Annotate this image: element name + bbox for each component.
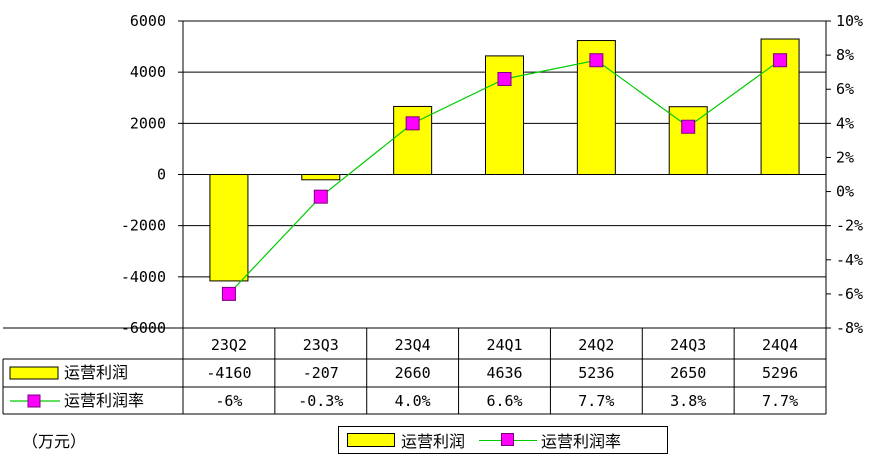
line-marker: [221, 286, 236, 301]
row-key-marker: [27, 394, 41, 408]
y-left-tick-label: 4000: [130, 63, 166, 81]
y-right-tick-label: 10%: [836, 12, 863, 30]
line-marker: [681, 119, 696, 134]
legend-line-swatch: [479, 433, 538, 447]
line-marker: [313, 189, 328, 204]
y-right-tick-label: -2%: [836, 217, 863, 235]
table-cell: 5296: [762, 364, 798, 382]
table-cell: 4636: [486, 364, 522, 382]
row-key-bar: [9, 366, 59, 380]
x-tick-label: 24Q3: [670, 336, 706, 354]
legend-item-line: 运营利润率: [465, 428, 621, 452]
legend: 运营利润 运营利润率: [338, 426, 668, 454]
table-cell: 2660: [395, 364, 431, 382]
y-left-tick-label: -4000: [121, 268, 166, 286]
table-row-label: 运营利润率: [64, 391, 144, 410]
y-right-tick-label: 2%: [836, 148, 854, 166]
table-cell: -4160: [206, 364, 251, 382]
table-row-label: 运营利润: [64, 363, 128, 382]
y-left-tick-label: 6000: [130, 12, 166, 30]
table-cell: -207: [303, 364, 339, 382]
table-cell: 7.7%: [578, 392, 614, 410]
y-right-tick-label: 6%: [836, 80, 854, 98]
legend-item-bar: 运营利润: [339, 428, 465, 452]
table-cell: 7.7%: [762, 392, 798, 410]
bar: [301, 174, 341, 181]
table-cell: -0.3%: [298, 392, 343, 410]
x-tick-label: 24Q2: [578, 336, 614, 354]
y-right-tick-label: -4%: [836, 251, 863, 269]
x-tick-label: 23Q3: [303, 336, 339, 354]
y-right-tick-label: 8%: [836, 46, 854, 64]
table-cell: 4.0%: [395, 392, 431, 410]
y-left-tick-label: 0: [157, 166, 166, 184]
table-cell: 2650: [670, 364, 706, 382]
y-left-tick-label: -2000: [121, 217, 166, 235]
x-tick-label: 24Q4: [762, 336, 798, 354]
table-cell: 3.8%: [670, 392, 706, 410]
legend-bar-label: 运营利润: [401, 432, 466, 451]
y-right-tick-label: -8%: [836, 319, 863, 337]
table-cell: 5236: [578, 364, 614, 382]
table-cell: 6.6%: [486, 392, 522, 410]
line-marker: [405, 116, 420, 131]
y-left-tick-label: 2000: [130, 114, 166, 132]
unit-label: （万元）: [22, 432, 87, 451]
line-marker: [589, 53, 604, 68]
line-marker: [773, 53, 788, 68]
y-right-tick-label: -6%: [836, 285, 863, 303]
x-tick-label: 24Q1: [486, 336, 522, 354]
legend-bar-swatch: [347, 433, 395, 447]
table-cell: -6%: [215, 392, 242, 410]
bar: [209, 174, 249, 282]
y-right-tick-label: 0%: [836, 183, 854, 201]
line-marker: [497, 71, 512, 86]
legend-line-label: 运营利润率: [541, 432, 622, 451]
x-tick-label: 23Q2: [211, 336, 247, 354]
x-tick-label: 23Q4: [395, 336, 431, 354]
y-right-tick-label: 4%: [836, 114, 854, 132]
